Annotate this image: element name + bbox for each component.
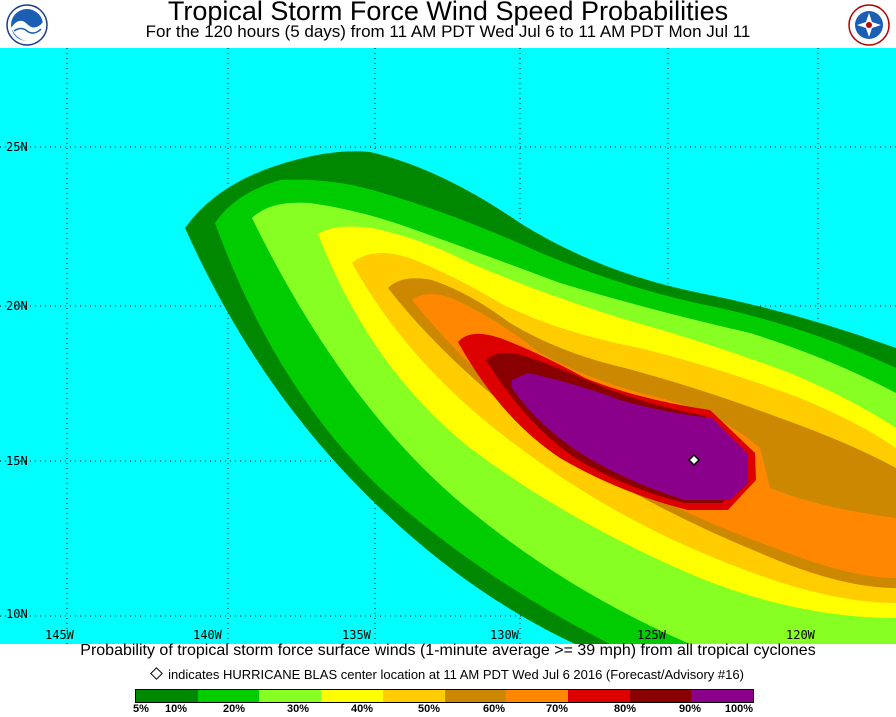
lon-label-135w: 135W: [342, 628, 371, 642]
legend-swatch-60-70: [506, 690, 568, 702]
probability-legend: [135, 689, 754, 703]
storm-center-marker: [687, 453, 701, 467]
probability-contours: [0, 48, 896, 644]
legend-label-60: 60%: [482, 703, 506, 715]
lon-label-125w: 125W: [637, 628, 666, 642]
lat-label-10n: 10N: [6, 607, 28, 621]
diamond-icon: [150, 667, 163, 680]
lon-label-145w: 145W: [45, 628, 74, 642]
legend-label-90: 90%: [678, 703, 702, 715]
map-caption: Probability of tropical storm force surf…: [80, 642, 816, 659]
national-weather-service-logo: [848, 4, 890, 46]
legend-label-20: 20%: [222, 703, 246, 715]
noaa-logo: [6, 4, 48, 46]
lon-label-120w: 120W: [786, 628, 815, 642]
legend-label-100: 100%: [724, 703, 754, 715]
lat-label-15n: 15N: [6, 454, 28, 468]
legend-swatch-5-10: [136, 690, 198, 702]
legend-swatch-80-90: [629, 690, 692, 702]
header: Tropical Storm Force Wind Speed Probabil…: [0, 0, 896, 48]
legend-swatch-10-20: [197, 690, 260, 702]
legend-swatch-50-60: [444, 690, 507, 702]
legend-label-70: 70%: [545, 703, 569, 715]
lat-label-25n: 25N: [6, 140, 28, 154]
legend-swatch-90-100: [691, 690, 754, 702]
legend-swatch-30-40: [321, 690, 383, 702]
legend-labels: 5% 10% 20% 30% 40% 50% 60% 70% 80% 90% 1…: [0, 703, 896, 717]
legend-label-10: 10%: [164, 703, 188, 715]
lat-label-20n: 20N: [6, 299, 28, 313]
legend-label-80: 80%: [613, 703, 637, 715]
legend-label-50: 50%: [417, 703, 441, 715]
legend-label-40: 40%: [350, 703, 374, 715]
storm-center-note: indicates HURRICANE BLAS center location…: [0, 667, 896, 682]
contour-90: [512, 373, 748, 500]
page-title: Tropical Storm Force Wind Speed Probabil…: [167, 0, 729, 26]
legend-swatch-20-30: [259, 690, 322, 702]
legend-swatch-40-50: [382, 690, 445, 702]
legend-label-30: 30%: [286, 703, 310, 715]
page-subtitle: For the 120 hours (5 days) from 11 AM PD…: [145, 22, 751, 41]
storm-center-note-text: indicates HURRICANE BLAS center location…: [168, 667, 744, 682]
lon-label-130w: 130W: [490, 628, 519, 642]
legend-swatch-70-80: [567, 690, 630, 702]
probability-map: 25N 20N 15N 10N 145W 140W 135W 130W 125W…: [0, 48, 896, 644]
legend-label-5: 5%: [133, 703, 149, 715]
lon-label-140w: 140W: [193, 628, 222, 642]
